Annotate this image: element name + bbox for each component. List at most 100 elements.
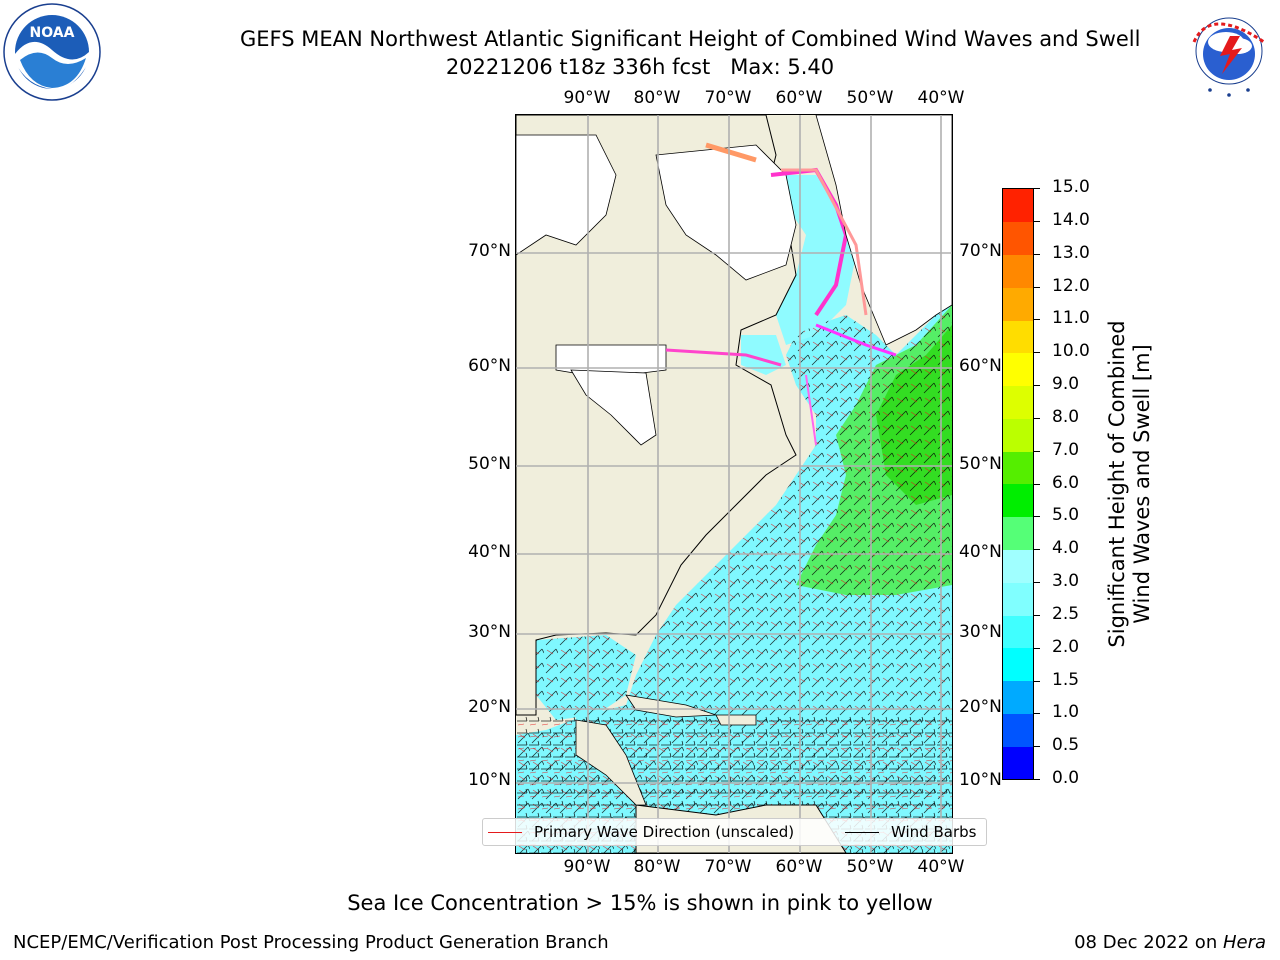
colorbar-tick-mark: [1034, 746, 1040, 748]
lon-tick-bottom: 90°W: [563, 857, 611, 877]
lat-tick-left: 20°N: [468, 697, 511, 717]
colorbar-tick-mark: [1034, 549, 1040, 551]
wave-direction-swatch: [488, 832, 522, 833]
lon-tick-bottom: 70°W: [704, 857, 752, 877]
lat-tick-right: 60°N: [959, 356, 1002, 376]
colorbar-segment: [1003, 418, 1033, 452]
colorbar-tick-mark: [1034, 220, 1040, 222]
lon-tick-top: 70°W: [704, 88, 752, 108]
colorbar-segment: [1003, 221, 1033, 256]
colorbar: [1002, 188, 1034, 780]
lat-tick-left: 30°N: [468, 622, 511, 642]
colorbar-tick-mark: [1034, 286, 1040, 288]
colorbar-tick-label: 11.0: [1052, 308, 1090, 329]
colorbar-tick-label: 10.0: [1052, 341, 1090, 362]
colorbar-tick-mark: [1034, 450, 1040, 452]
colorbar-tick-label: 0.0: [1052, 768, 1080, 788]
colorbar-tick-label: 1.5: [1052, 669, 1080, 690]
colorbar-segment: [1003, 615, 1033, 649]
colorbar-tick-mark: [1034, 319, 1040, 321]
colorbar-segment: [1003, 385, 1033, 419]
credit-date: 08 Dec 2022 on Hera: [1074, 932, 1266, 953]
credit-machine: Hera: [1222, 932, 1266, 953]
map-legend: Primary Wave Direction (unscaled) Wind B…: [482, 818, 987, 846]
lat-tick-right: 30°N: [959, 622, 1002, 642]
lat-tick-right: 20°N: [959, 697, 1002, 717]
nws-logo: [1180, 2, 1278, 100]
wave-direction-label: Primary Wave Direction (unscaled): [534, 823, 795, 841]
colorbar-tick-mark: [1034, 188, 1040, 189]
colorbar-tick-label: 6.0: [1052, 472, 1080, 493]
lon-tick-top: 50°W: [846, 88, 894, 108]
sea-ice-note: Sea Ice Concentration > 15% is shown in …: [347, 891, 933, 915]
colorbar-segment: [1003, 484, 1033, 518]
lat-tick-left: 40°N: [468, 542, 511, 562]
colorbar-segment: [1003, 451, 1033, 485]
colorbar-tick-mark: [1034, 417, 1040, 419]
colorbar-tick-label: 3.0: [1052, 571, 1080, 591]
colorbar-segment: [1003, 189, 1033, 223]
lat-tick-left: 10°N: [468, 770, 511, 790]
colorbar-segment: [1003, 549, 1033, 583]
lat-tick-right: 40°N: [959, 542, 1002, 562]
colorbar-tick-label: 8.0: [1052, 406, 1080, 427]
noaa-logo-text: NOAA: [30, 25, 75, 41]
colorbar-segment: [1003, 746, 1033, 780]
colorbar-tick-label: 0.5: [1052, 735, 1080, 756]
wind-barbs-label: Wind Barbs: [891, 823, 977, 841]
lat-tick-left: 70°N: [468, 241, 511, 261]
colorbar-tick-mark: [1034, 647, 1040, 649]
colorbar-segment: [1003, 516, 1033, 551]
colorbar-tick-label: 4.0: [1052, 538, 1080, 559]
lat-tick-left: 50°N: [468, 454, 511, 474]
lat-tick-right: 10°N: [959, 770, 1002, 790]
colorbar-tick-mark: [1034, 713, 1040, 715]
colorbar-tick-label: 15.0: [1052, 177, 1090, 197]
colorbar-label-line1: Significant Height of Combined: [1105, 320, 1129, 648]
lon-tick-bottom: 50°W: [846, 857, 894, 877]
colorbar-tick-label: 1.0: [1052, 702, 1080, 723]
wind-barbs-swatch: [845, 832, 879, 833]
colorbar-segment: [1003, 287, 1033, 321]
lat-tick-right: 50°N: [959, 454, 1002, 474]
colorbar-segment: [1003, 320, 1033, 354]
colorbar-tick-mark: [1034, 614, 1040, 616]
lon-tick-top: 90°W: [563, 88, 611, 108]
map-subtitle: 20221206 t18z 336h fcst Max: 5.40: [445, 55, 835, 79]
lon-tick-bottom: 60°W: [775, 857, 823, 877]
colorbar-label-line2: Wind Waves and Swell [m]: [1130, 344, 1154, 624]
colorbar-segment: [1003, 582, 1033, 616]
colorbar-tick-mark: [1034, 352, 1040, 354]
colorbar-tick-label: 2.0: [1052, 636, 1080, 657]
lon-tick-top: 40°W: [917, 88, 965, 108]
lon-tick-top: 60°W: [775, 88, 823, 108]
colorbar-tick-mark: [1034, 385, 1040, 386]
credit-date-text: 08 Dec 2022 on: [1074, 932, 1223, 953]
lat-tick-right: 70°N: [959, 241, 1002, 261]
colorbar-segment: [1003, 713, 1033, 747]
colorbar-tick-label: 13.0: [1052, 242, 1090, 263]
colorbar-tick-label: 9.0: [1052, 374, 1080, 394]
map-canvas: [516, 115, 952, 853]
colorbar-tick-label: 14.0: [1052, 209, 1090, 230]
colorbar-tick-label: 2.5: [1052, 603, 1080, 624]
lon-tick-bottom: 40°W: [917, 857, 965, 877]
colorbar-segment: [1003, 680, 1033, 714]
colorbar-tick-mark: [1034, 253, 1040, 255]
colorbar-segment: [1003, 647, 1033, 682]
lon-tick-bottom: 80°W: [633, 857, 681, 877]
colorbar-tick-label: 12.0: [1052, 275, 1090, 296]
colorbar-segment: [1003, 352, 1033, 387]
map-title: GEFS MEAN Northwest Atlantic Significant…: [240, 27, 1141, 51]
colorbar-tick-mark: [1034, 582, 1040, 583]
map-panel: [515, 114, 953, 854]
lon-tick-top: 80°W: [633, 88, 681, 108]
colorbar-tick-mark: [1034, 680, 1040, 682]
colorbar-tick-label: 5.0: [1052, 505, 1080, 526]
colorbar-tick-mark: [1034, 779, 1040, 780]
credit-branch: NCEP/EMC/Verification Post Processing Pr…: [13, 932, 609, 953]
lat-tick-left: 60°N: [468, 356, 511, 376]
noaa-logo: NOAA: [2, 2, 102, 102]
colorbar-segment: [1003, 254, 1033, 288]
colorbar-tick-label: 7.0: [1052, 439, 1080, 460]
